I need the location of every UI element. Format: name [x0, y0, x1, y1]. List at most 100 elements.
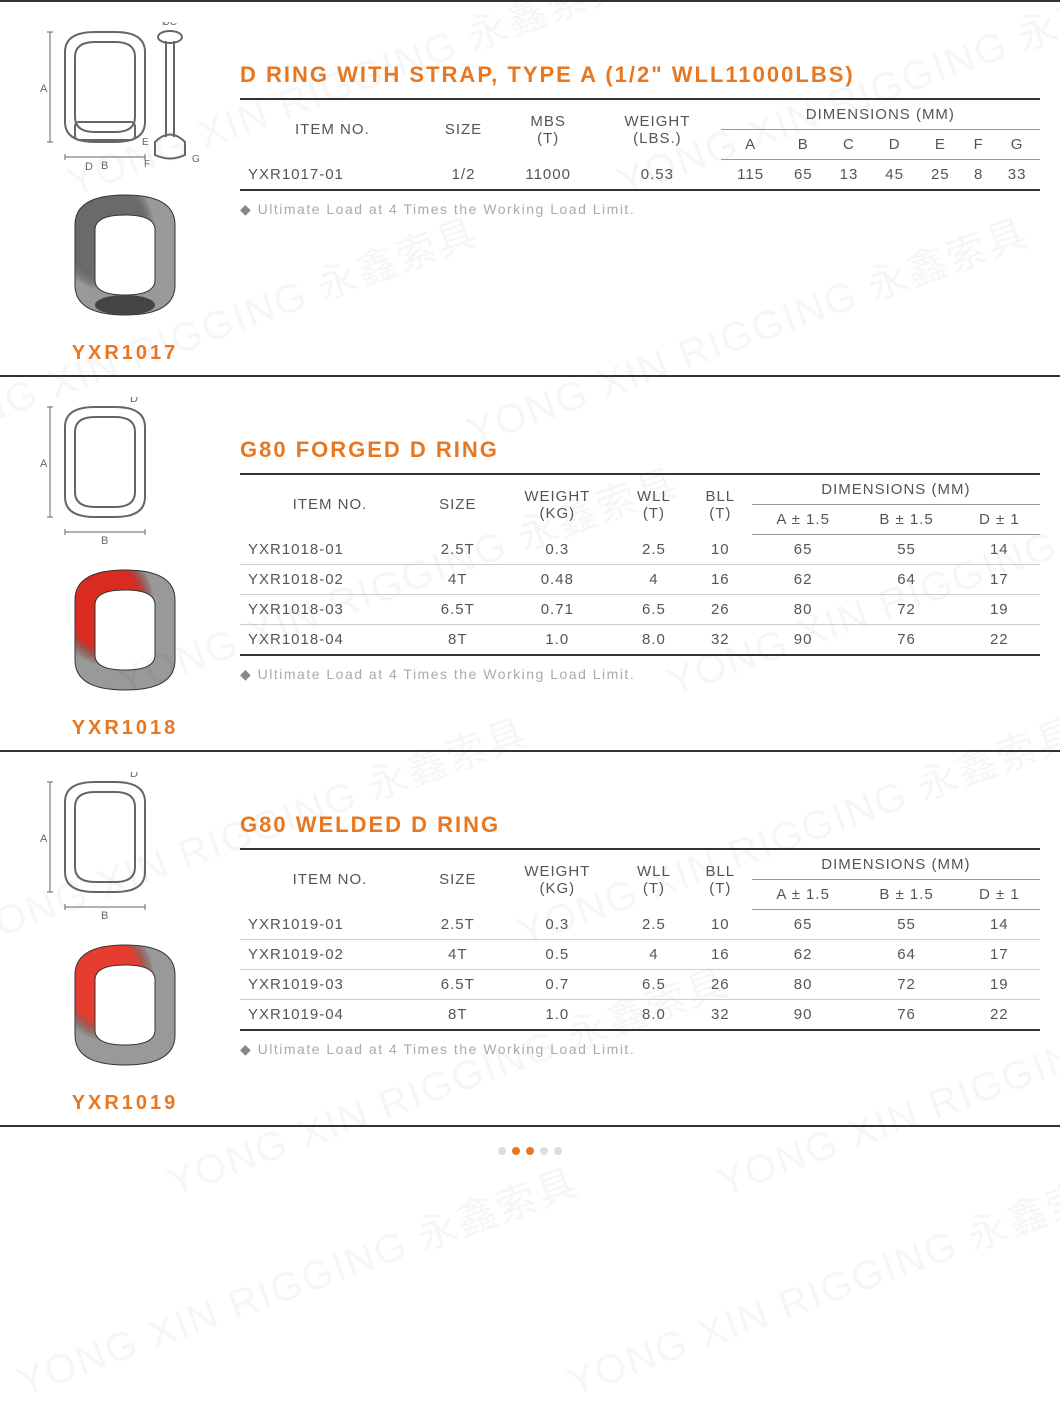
- table-header: ITEM NO.: [240, 99, 425, 160]
- table-cell: 6.5: [619, 970, 689, 1000]
- table-cell: 76: [855, 625, 959, 656]
- product-title: G80 FORGED D RING: [240, 437, 1040, 463]
- table-cell: 45: [872, 160, 918, 191]
- data-column: G80 WELDED D RING ITEM NO.SIZEWEIGHT(KG)…: [240, 762, 1040, 1115]
- pager-dot[interactable]: [526, 1147, 534, 1155]
- table-row: YXR1018-024T0.48416626417: [240, 565, 1040, 595]
- image-column: A B D YXR1018: [10, 387, 240, 740]
- table-cell: YXR1019-04: [240, 1000, 420, 1031]
- table-cell: 2.5T: [420, 535, 496, 565]
- table-cell: 2.5T: [420, 910, 496, 940]
- table-row: YXR1019-036.5T0.76.526807219: [240, 970, 1040, 1000]
- table-cell: 11000: [502, 160, 594, 191]
- table-cell: 62: [752, 940, 855, 970]
- table-row: YXR1018-012.5T0.32.510655514: [240, 535, 1040, 565]
- data-column: D RING WITH STRAP, TYPE A (1/2" WLL11000…: [240, 12, 1040, 365]
- footnote: Ultimate Load at 4 Times the Working Loa…: [240, 666, 1040, 683]
- table-cell: YXR1018-03: [240, 595, 420, 625]
- table-cell: 10: [689, 535, 752, 565]
- svg-text:B: B: [101, 910, 108, 922]
- pager-dot[interactable]: [498, 1147, 506, 1155]
- table-cell: 72: [855, 970, 959, 1000]
- table-cell: 55: [855, 535, 959, 565]
- svg-text:F: F: [144, 159, 150, 170]
- table-cell: 4: [619, 565, 689, 595]
- product-diagram: A B D: [35, 397, 215, 547]
- table-cell: 90: [752, 625, 855, 656]
- product-section: A B D E F G ØC: [0, 0, 1060, 377]
- data-column: G80 FORGED D RING ITEM NO.SIZEWEIGHT(KG)…: [240, 387, 1040, 740]
- svg-text:B: B: [101, 160, 108, 172]
- table-cell: 6.5T: [420, 970, 496, 1000]
- table-cell: 90: [752, 1000, 855, 1031]
- table-header: B: [780, 130, 826, 160]
- table-cell: 4T: [420, 940, 496, 970]
- product-code: YXR1017: [72, 342, 179, 365]
- watermark-text: YONG XIN RIGGING 永鑫索具: [8, 1150, 585, 1407]
- table-cell: YXR1019-01: [240, 910, 420, 940]
- image-column: A B D E F G ØC: [10, 12, 240, 365]
- table-header: ITEM NO.: [240, 474, 420, 535]
- table-header: A ± 1.5: [752, 505, 855, 535]
- table-header: SIZE: [420, 474, 496, 535]
- table-cell: 62: [752, 565, 855, 595]
- table-cell: 0.3: [496, 910, 619, 940]
- pager-dot[interactable]: [540, 1147, 548, 1155]
- table-header: B ± 1.5: [855, 505, 959, 535]
- table-cell: 0.3: [496, 535, 619, 565]
- svg-text:D: D: [130, 397, 138, 405]
- svg-text:A: A: [40, 458, 48, 470]
- pager: [0, 1127, 1060, 1175]
- product-title: G80 WELDED D RING: [240, 812, 1040, 838]
- table-cell: 32: [689, 1000, 752, 1031]
- table-cell: 115: [721, 160, 781, 191]
- table-cell: YXR1017-01: [240, 160, 425, 191]
- table-header: G: [994, 130, 1040, 160]
- svg-text:A: A: [40, 83, 48, 95]
- table-cell: 26: [689, 595, 752, 625]
- table-cell: 64: [855, 565, 959, 595]
- spec-table: ITEM NO.SIZEMBS(T)WEIGHT(LBS.)DIMENSIONS…: [240, 98, 1040, 191]
- table-row: YXR1017-011/2110000.5311565134525833: [240, 160, 1040, 191]
- product-diagram: A B D E F G ØC: [35, 22, 215, 172]
- table-cell: 13: [826, 160, 872, 191]
- table-header: WLL(T): [619, 474, 689, 535]
- svg-text:A: A: [40, 833, 48, 845]
- image-column: A B D YXR1019: [10, 762, 240, 1115]
- product-section: A B D YXR1018 G80 FORGED D RING ITEM NO.…: [0, 377, 1060, 752]
- table-header: MBS(T): [502, 99, 594, 160]
- table-cell: 17: [959, 940, 1040, 970]
- product-title: D RING WITH STRAP, TYPE A (1/2" WLL11000…: [240, 62, 1040, 88]
- table-header: D ± 1: [959, 505, 1040, 535]
- product-photo: [45, 180, 205, 330]
- table-cell: 4: [619, 940, 689, 970]
- pager-dot[interactable]: [512, 1147, 520, 1155]
- table-cell: 19: [959, 595, 1040, 625]
- pager-dot[interactable]: [554, 1147, 562, 1155]
- table-cell: 22: [959, 1000, 1040, 1031]
- watermark-text: YONG XIN RIGGING 永鑫索具: [558, 1150, 1060, 1407]
- table-cell: 1.0: [496, 1000, 619, 1031]
- table-cell: 8: [963, 160, 994, 191]
- table-cell: 17: [959, 565, 1040, 595]
- table-header-group: DIMENSIONS (MM): [752, 849, 1040, 880]
- table-cell: 8T: [420, 1000, 496, 1031]
- table-cell: 8.0: [619, 1000, 689, 1031]
- table-header: WEIGHT(KG): [496, 474, 619, 535]
- table-cell: 65: [752, 910, 855, 940]
- product-photo: [45, 555, 205, 705]
- product-code: YXR1019: [72, 1092, 179, 1115]
- table-cell: 4T: [420, 565, 496, 595]
- table-header-group: DIMENSIONS (MM): [721, 99, 1040, 130]
- table-row: YXR1018-048T1.08.032907622: [240, 625, 1040, 656]
- table-cell: 14: [959, 535, 1040, 565]
- table-cell: 2.5: [619, 910, 689, 940]
- table-header: C: [826, 130, 872, 160]
- table-row: YXR1018-036.5T0.716.526807219: [240, 595, 1040, 625]
- table-header: SIZE: [420, 849, 496, 910]
- svg-text:D: D: [85, 161, 93, 172]
- table-cell: YXR1019-03: [240, 970, 420, 1000]
- table-cell: 76: [855, 1000, 959, 1031]
- table-cell: 6.5: [619, 595, 689, 625]
- table-row: YXR1019-048T1.08.032907622: [240, 1000, 1040, 1031]
